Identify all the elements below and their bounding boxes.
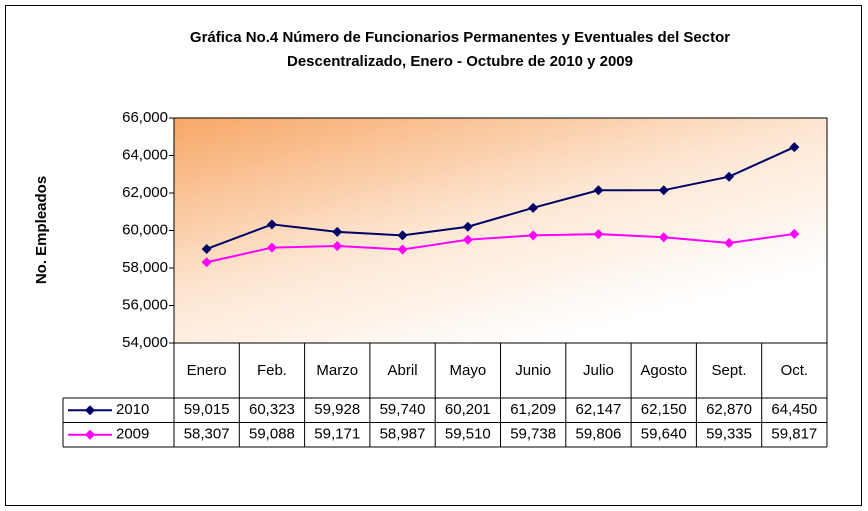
x-tick-label: Feb.: [257, 362, 287, 379]
table-value: 59,817: [771, 426, 817, 443]
table-value: 64,450: [771, 401, 817, 418]
table-value: 60,323: [249, 401, 295, 418]
table-value: 58,987: [380, 426, 426, 443]
y-tick-label: 66,000: [122, 109, 168, 126]
x-tick-label: Mayo: [450, 362, 487, 379]
y-tick-label: 58,000: [122, 259, 168, 276]
data-point: [658, 185, 669, 196]
data-point: [724, 237, 735, 248]
data-point: [528, 230, 539, 241]
y-tick-label: 60,000: [122, 221, 168, 238]
data-point: [658, 232, 669, 243]
legend-label: 2010: [116, 401, 149, 418]
table-value: 59,335: [706, 426, 752, 443]
data-point: [397, 244, 408, 255]
legend-label: 2009: [116, 426, 149, 443]
x-tick-label: Agosto: [640, 362, 687, 379]
data-point: [462, 234, 473, 245]
table-value: 59,171: [314, 426, 360, 443]
data-point: [201, 243, 212, 254]
table-value: 59,640: [641, 426, 687, 443]
x-tick-label: Julio: [583, 362, 614, 379]
table-value: 59,510: [445, 426, 491, 443]
data-point: [397, 230, 408, 241]
series-line: [206, 232, 795, 264]
data-point: [332, 226, 343, 237]
data-point: [201, 257, 212, 268]
table-value: 59,088: [249, 426, 295, 443]
data-point: [266, 219, 277, 230]
x-tick-label: Oct.: [781, 362, 809, 379]
table-value: 59,806: [576, 426, 622, 443]
table-value: 59,015: [184, 401, 230, 418]
y-tick-label: 54,000: [122, 334, 168, 351]
data-point: [789, 142, 800, 153]
data-point: [462, 221, 473, 232]
data-point: [332, 241, 343, 252]
x-tick-label: Abril: [388, 362, 418, 379]
table-value: 61,209: [510, 401, 556, 418]
data-point: [528, 202, 539, 213]
x-tick-label: Enero: [187, 362, 227, 379]
data-point: [724, 171, 735, 182]
table-value: 59,740: [380, 401, 426, 418]
table-value: 59,738: [510, 426, 556, 443]
series-line: [206, 146, 795, 250]
table-value: 62,150: [641, 401, 687, 418]
table-value: 59,928: [314, 401, 360, 418]
y-tick-label: 64,000: [122, 146, 168, 163]
y-tick-label: 56,000: [122, 296, 168, 313]
plot-area: [173, 117, 828, 344]
chart-title: Gráfica No.4 Número de Funcionarios Perm…: [190, 29, 730, 46]
y-tick-label: 62,000: [122, 184, 168, 201]
table-value: 58,307: [184, 426, 230, 443]
table-value: 60,201: [445, 401, 491, 418]
legend-marker: [85, 429, 95, 440]
x-tick-label: Sept.: [712, 362, 747, 379]
data-point: [593, 185, 604, 196]
data-point: [593, 229, 604, 240]
y-axis-label: No. Empleados: [33, 176, 50, 284]
table-value: 62,147: [576, 401, 622, 418]
x-tick-label: Junio: [515, 362, 551, 379]
legend-marker: [85, 405, 95, 416]
data-point: [266, 242, 277, 253]
chart-subtitle: Descentralizado, Enero - Octubre de 2010…: [287, 53, 633, 70]
x-tick-label: Marzo: [316, 362, 358, 379]
table-value: 62,870: [706, 401, 752, 418]
data-point: [789, 228, 800, 239]
